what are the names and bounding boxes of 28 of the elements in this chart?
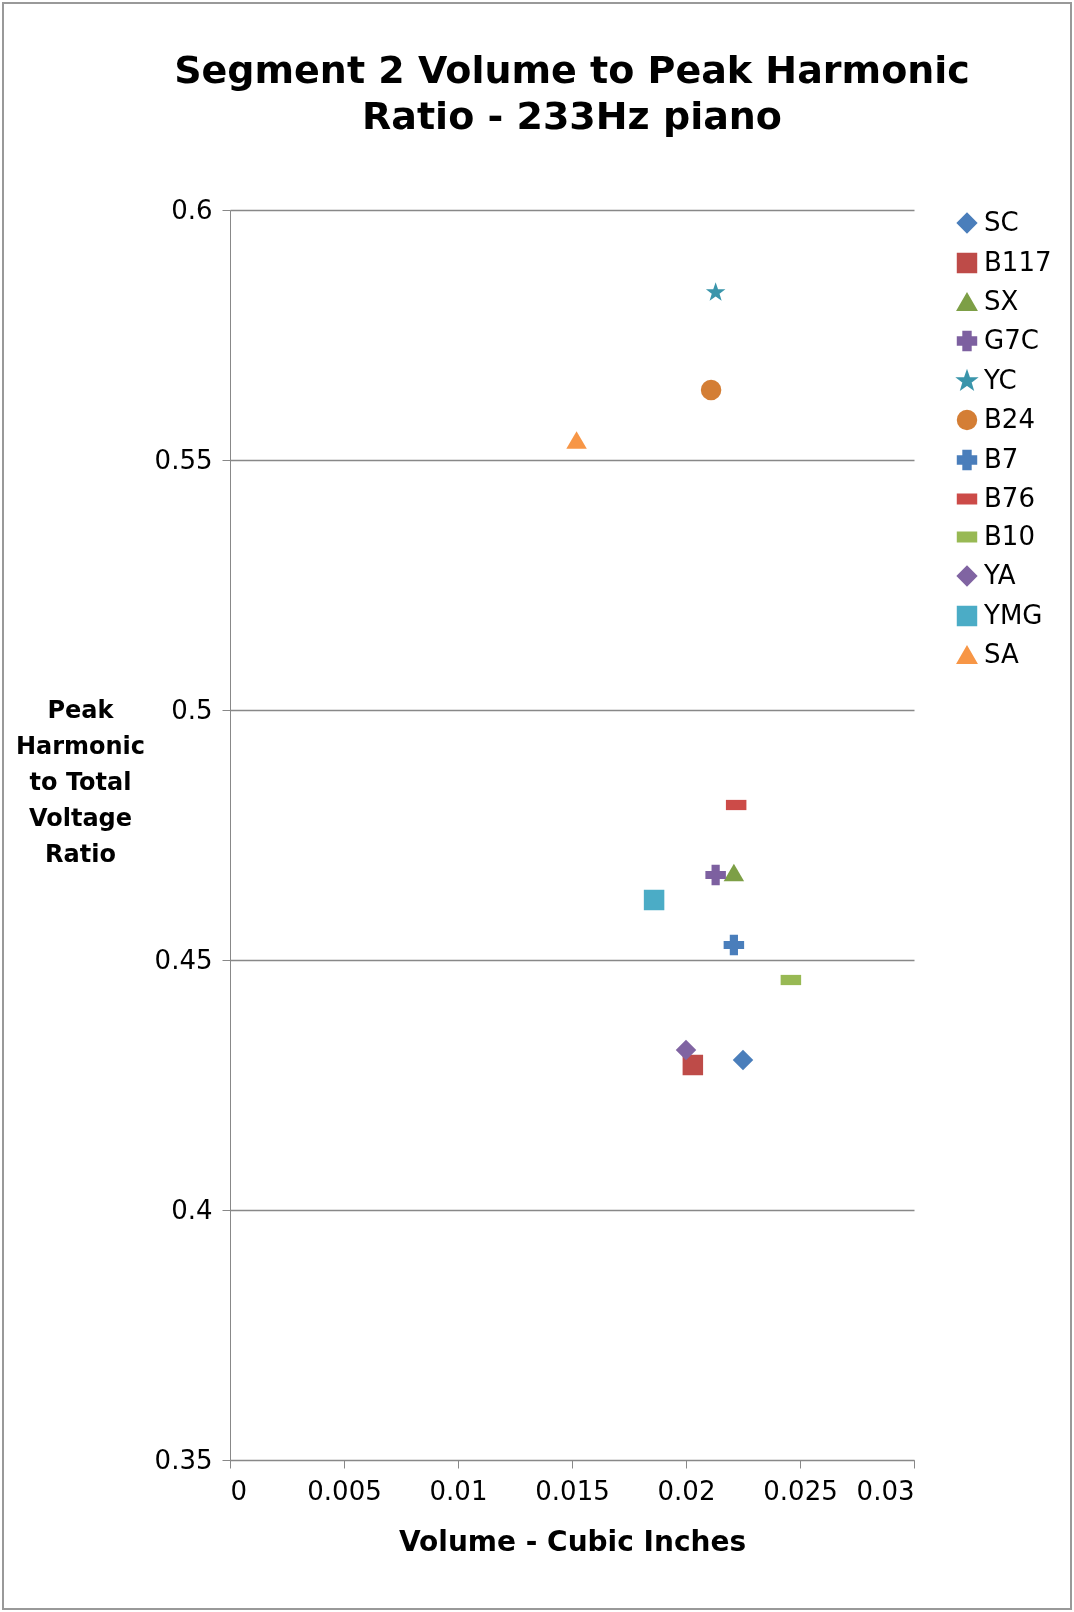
legend-label: B7 [984, 444, 1019, 474]
y-axis-title: Peak Harmonic to Total Voltage Ratio [15, 695, 146, 868]
x-tick-label: 0.01 [429, 1475, 488, 1506]
y-tick-label: 0.35 [154, 1444, 213, 1475]
x-tick-label: 0.025 [763, 1475, 838, 1506]
y-tick-label: 0.6 [171, 194, 213, 225]
x-tick-label: 0 [230, 1475, 248, 1506]
legend-label: B76 [984, 483, 1035, 513]
x-tick-label: 0.005 [307, 1475, 382, 1506]
legend-label: SA [984, 639, 1019, 669]
x-tick-label: 0.015 [535, 1475, 610, 1506]
chart-title: Segment 2 Volume to Peak Harmonic Ratio - 233Hz piano [174, 48, 970, 138]
legend-label: YC [983, 365, 1017, 395]
legend-label: SX [984, 286, 1019, 316]
x-axis-title: Volume - Cubic Inches [398, 1524, 747, 1558]
legend-label: YMG [983, 600, 1043, 630]
legend-label: G7C [984, 325, 1039, 355]
legend-label: B10 [984, 521, 1035, 551]
y-tick-label: 0.4 [171, 1194, 213, 1225]
legend-label: YA [983, 560, 1016, 590]
y-tick-label: 0.5 [171, 694, 213, 725]
legend-label: B117 [984, 247, 1052, 277]
x-tick-label: 0.02 [657, 1475, 716, 1506]
y-tick-label: 0.45 [154, 944, 213, 975]
y-tick-label: 0.55 [154, 444, 213, 475]
legend-label: SC [984, 207, 1019, 237]
x-tick-label: 0.03 [856, 1475, 915, 1506]
legend-label: B24 [984, 404, 1035, 434]
